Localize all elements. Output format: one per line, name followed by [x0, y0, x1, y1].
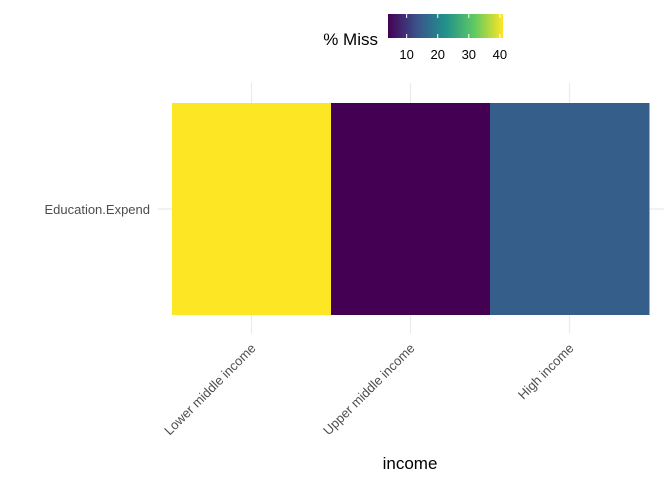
legend-colorbar [388, 14, 503, 38]
x-tick-label: Lower middle income [161, 341, 258, 438]
x-tick-label: High income [515, 341, 577, 403]
heatmap-cell [331, 103, 491, 315]
legend-tick-label: 40 [493, 47, 507, 62]
legend-tick-label: 10 [399, 47, 413, 62]
y-tick-labels: Education.Expend [44, 202, 150, 217]
x-tick-label: Upper middle income [320, 341, 417, 438]
x-axis-title: income [383, 454, 438, 473]
heatmap-tiles [172, 103, 650, 315]
legend-tick-label: 30 [462, 47, 476, 62]
legend-title: % Miss [323, 30, 378, 49]
y-tick-label: Education.Expend [44, 202, 150, 217]
heatmap-cell [172, 103, 332, 315]
x-tick-labels: Lower middle income Upper middle income Hi… [161, 341, 576, 438]
legend-tick-label: 20 [430, 47, 444, 62]
color-legend: % Miss 10 20 30 40 [323, 14, 507, 62]
heatmap-cell [490, 103, 650, 315]
